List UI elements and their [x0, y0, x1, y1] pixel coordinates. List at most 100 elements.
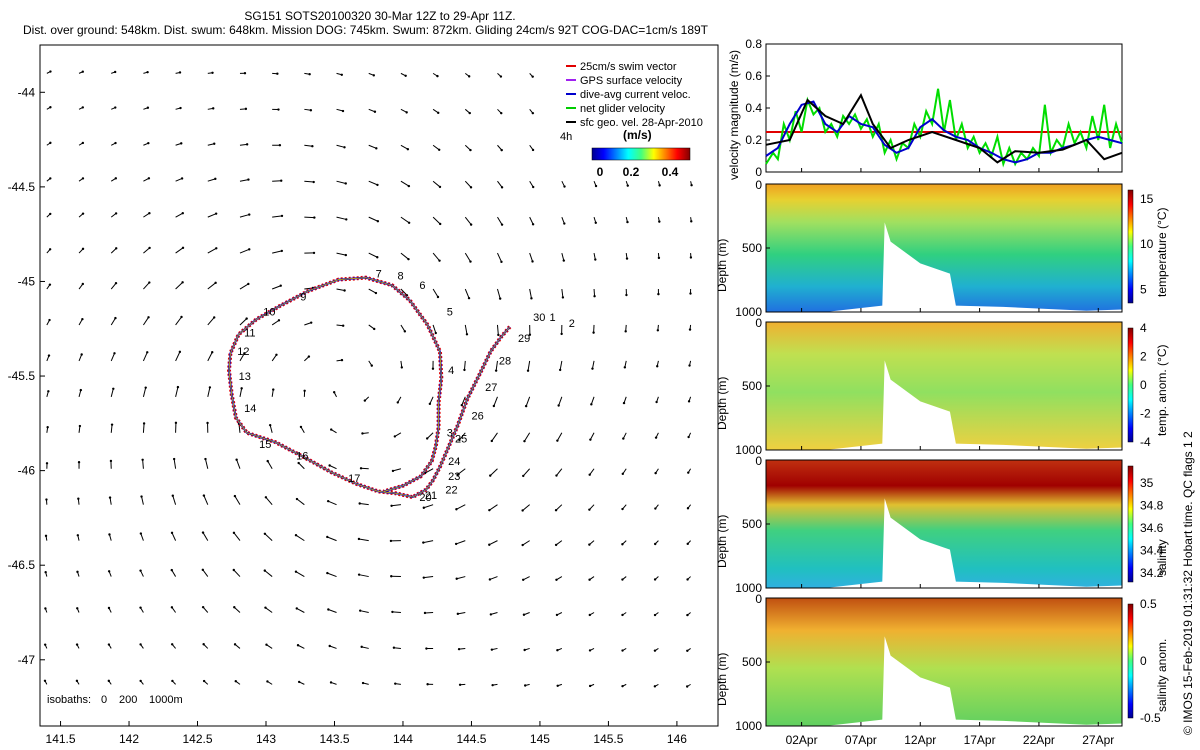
current-vector-head: [232, 568, 235, 572]
current-vector-head: [686, 507, 690, 510]
current-vector-head: [171, 679, 174, 683]
current-vector: [142, 317, 149, 326]
current-vector-head: [372, 74, 375, 77]
current-vector-head: [359, 467, 363, 470]
y-tick-label: 0: [755, 592, 762, 606]
current-vector: [368, 144, 377, 149]
current-vector-head: [690, 220, 693, 223]
current-vector: [368, 288, 377, 294]
current-vector: [589, 432, 595, 440]
current-vector-head: [81, 70, 84, 73]
current-vector-head: [247, 178, 250, 181]
colorbar-tick-label: 5: [1140, 282, 1147, 296]
current-vector-head: [431, 367, 435, 370]
current-vector: [497, 180, 503, 188]
current-vector-head: [500, 186, 504, 189]
current-vector-head: [425, 647, 428, 650]
y-tick-label: 0: [755, 178, 762, 192]
current-vector: [239, 388, 243, 397]
current-vector-head: [428, 402, 432, 406]
current-vector-head: [81, 177, 85, 180]
current-vector-head: [212, 107, 215, 110]
colorbar-tick-label: 34.6: [1140, 521, 1164, 535]
current-vector-head: [75, 679, 79, 683]
salinity-colorbar: [1127, 465, 1134, 583]
current-vector-head: [345, 218, 348, 221]
current-vector-head: [437, 148, 441, 151]
current-vector: [489, 468, 498, 476]
current-vector-head: [202, 494, 206, 497]
current-vector: [272, 180, 282, 182]
day-label: 4: [448, 365, 454, 377]
y-tick-label: 1000: [735, 305, 762, 319]
current-vector: [142, 423, 145, 433]
current-vector-head: [523, 439, 526, 443]
current-vector-head: [626, 184, 629, 187]
current-vector-head: [272, 388, 275, 391]
current-vector-head: [248, 213, 251, 216]
current-vector-head: [392, 646, 396, 649]
section-field: [766, 184, 1122, 312]
current-vector-head: [45, 462, 49, 465]
current-vector-head: [657, 292, 660, 296]
current-vector-head: [490, 648, 494, 651]
current-vector-head: [556, 439, 559, 442]
current-vector-head: [690, 184, 693, 187]
current-vector: [207, 352, 213, 362]
x-tick-label: 141.5: [46, 732, 76, 746]
current-vector-head: [498, 297, 502, 300]
current-vector-head: [112, 387, 115, 390]
current-vector-head: [295, 607, 298, 610]
current-vector-head: [522, 613, 526, 616]
current-vector: [336, 216, 347, 220]
current-vector: [522, 468, 531, 477]
current-vector-head: [295, 497, 299, 501]
current-vector-head: [391, 610, 394, 614]
y-tick-label: -45: [18, 274, 36, 288]
current-vector-head: [110, 423, 114, 426]
current-vector-head: [499, 75, 503, 78]
y-tick-label: 500: [742, 241, 762, 255]
current-vector-head: [423, 611, 427, 615]
current-vector-head: [589, 438, 592, 441]
current-vector-head: [107, 643, 111, 646]
current-vector-head: [357, 573, 361, 576]
current-vector: [524, 432, 531, 442]
colorbar-tick-label: 34.8: [1140, 498, 1164, 512]
current-vector: [327, 572, 337, 578]
current-vector-head: [312, 180, 315, 184]
current-vector-head: [108, 533, 111, 536]
current-vector-head: [400, 366, 404, 369]
current-vector-head: [180, 177, 184, 180]
copyright-label: © IMOS 15-Feb-2019 01:31:32 Hobart time.…: [1181, 431, 1195, 735]
isobath-value: 1000m: [149, 694, 183, 706]
y-tick-label: 500: [742, 379, 762, 393]
velocity-series: [765, 93, 1123, 164]
current-vector: [336, 252, 346, 256]
current-vector-head: [437, 111, 440, 115]
current-vector-head: [275, 353, 278, 357]
colorbar-label: salinity anom.: [1155, 639, 1169, 712]
day-label: 11: [244, 327, 255, 339]
current-vector-head: [107, 679, 111, 683]
current-vector: [329, 465, 337, 470]
current-vector: [233, 606, 241, 613]
current-vector-head: [114, 281, 118, 285]
current-vector-head: [139, 679, 142, 683]
current-vector-head: [422, 576, 426, 579]
current-vector: [110, 282, 117, 290]
day-label: 14: [244, 403, 256, 415]
current-vector-head: [654, 507, 657, 510]
current-vector-head: [240, 387, 243, 390]
current-vector: [464, 180, 472, 188]
current-vector-head: [308, 73, 311, 76]
current-vector-head: [376, 220, 380, 223]
current-vector-head: [588, 473, 591, 476]
current-vector: [203, 495, 209, 505]
current-vector-head: [297, 680, 301, 684]
current-vector-head: [590, 403, 593, 406]
current-vector: [175, 387, 179, 397]
current-vector-head: [685, 685, 689, 688]
current-vector: [561, 252, 565, 261]
current-vector: [207, 213, 217, 218]
